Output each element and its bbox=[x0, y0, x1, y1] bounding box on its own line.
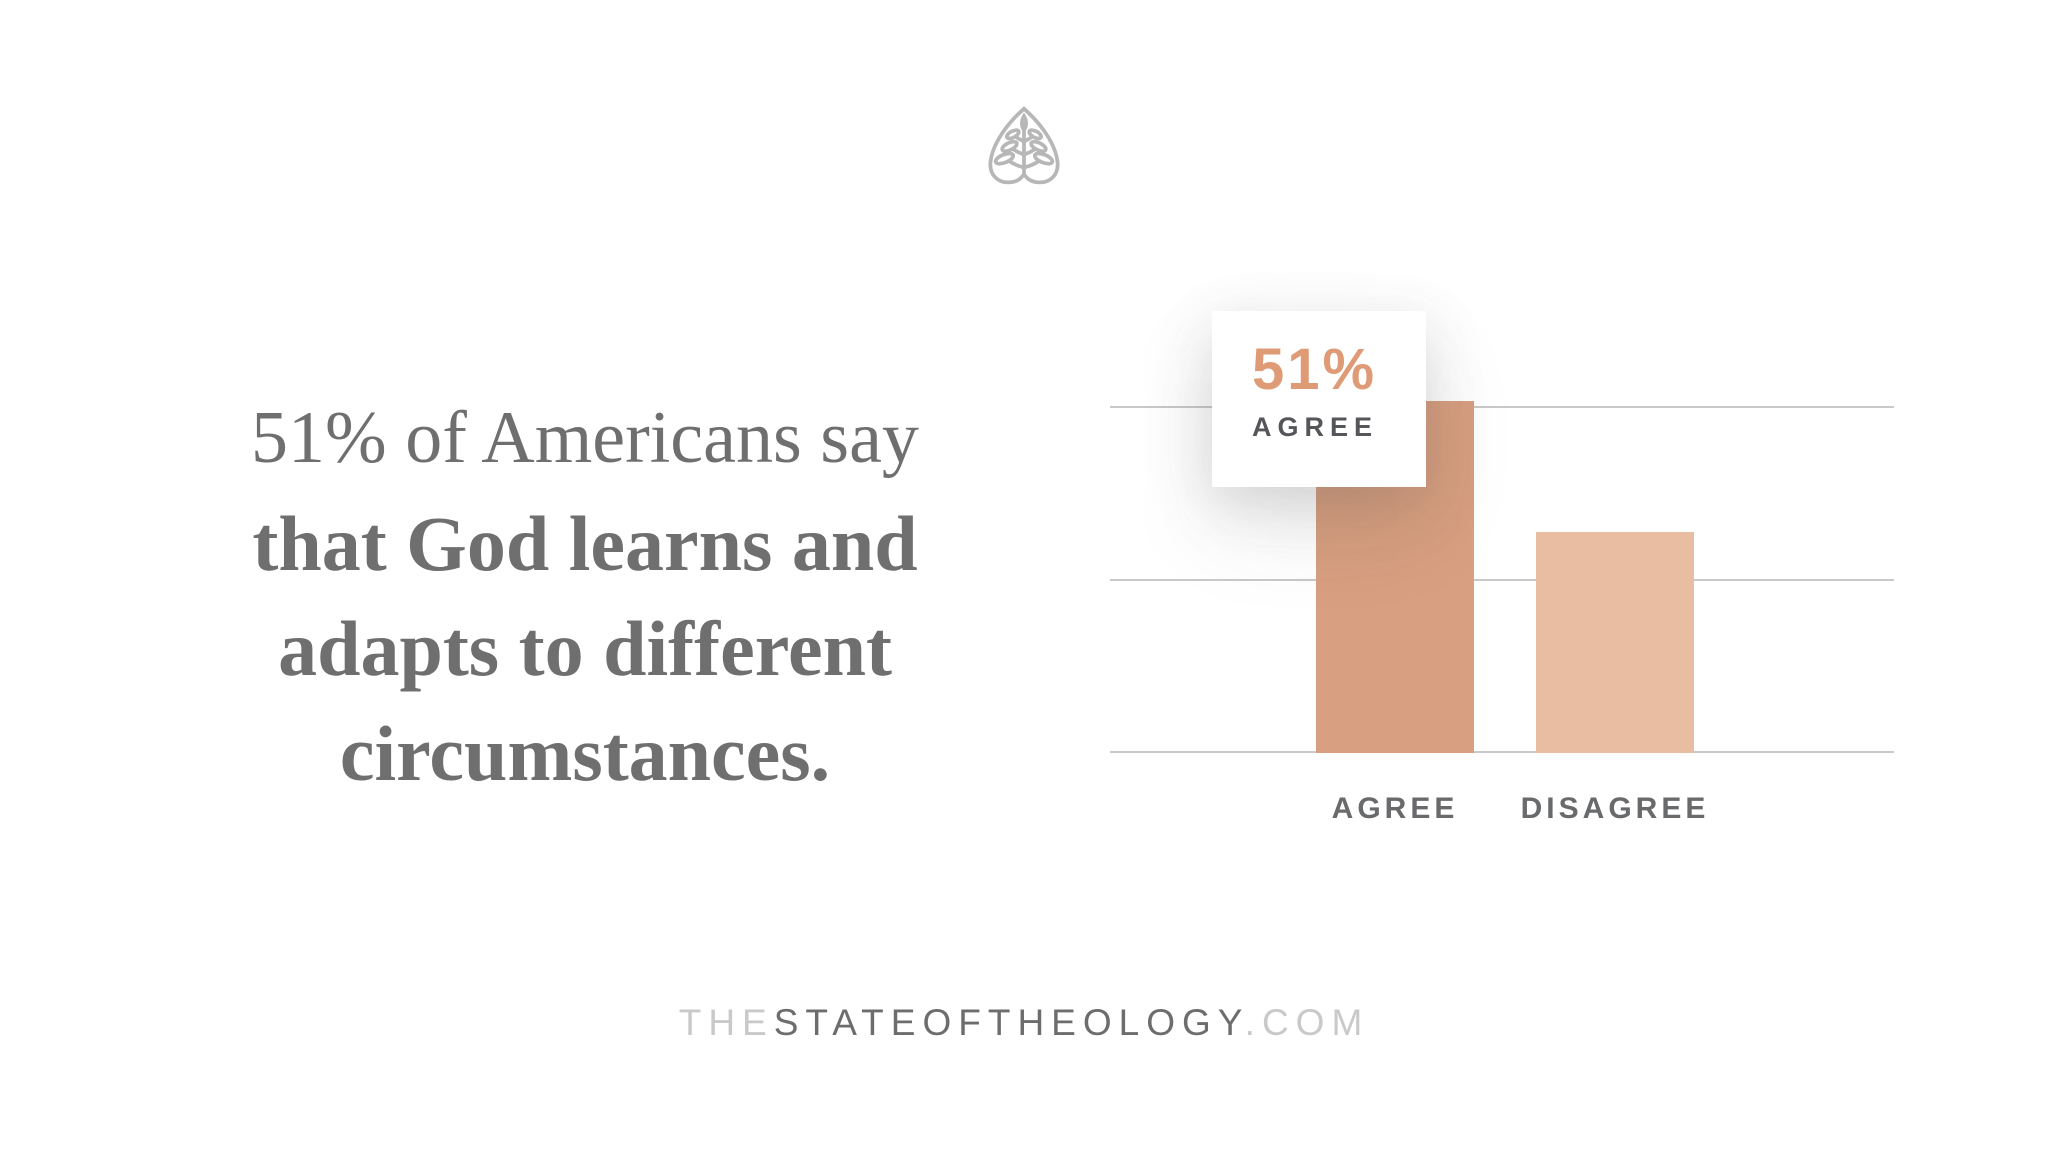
gridline-50-percent bbox=[1110, 406, 1894, 408]
gridline-baseline bbox=[1110, 751, 1894, 753]
x-label-agree: AGREE bbox=[1331, 792, 1459, 825]
x-label-disagree: DISAGREE bbox=[1520, 792, 1710, 825]
bar-disagree bbox=[1536, 532, 1694, 753]
statement-line-1: 51% of Americans say bbox=[251, 397, 919, 479]
callout-label: AGREE bbox=[1252, 412, 1379, 442]
headline-statement: 51% of Americans say that God learns and… bbox=[158, 386, 1012, 806]
site-url-main: STATEOFTHEOLOGY bbox=[773, 1002, 1245, 1043]
statement-line-3: adapts to different bbox=[278, 605, 892, 692]
callout-percentage: 51% bbox=[1252, 337, 1378, 402]
site-url-the: THE bbox=[678, 1002, 774, 1043]
statement-line-4: circumstances. bbox=[339, 710, 831, 797]
ligonier-tree-logo-icon bbox=[988, 106, 1060, 185]
site-url-com: .COM bbox=[1244, 1002, 1370, 1043]
callout-card: 51% AGREE bbox=[1212, 311, 1426, 487]
gridline-25-percent bbox=[1110, 579, 1894, 581]
statement-line-2: that God learns and bbox=[252, 500, 918, 587]
site-url: THESTATEOFTHEOLOGY.COM bbox=[0, 1003, 2048, 1043]
